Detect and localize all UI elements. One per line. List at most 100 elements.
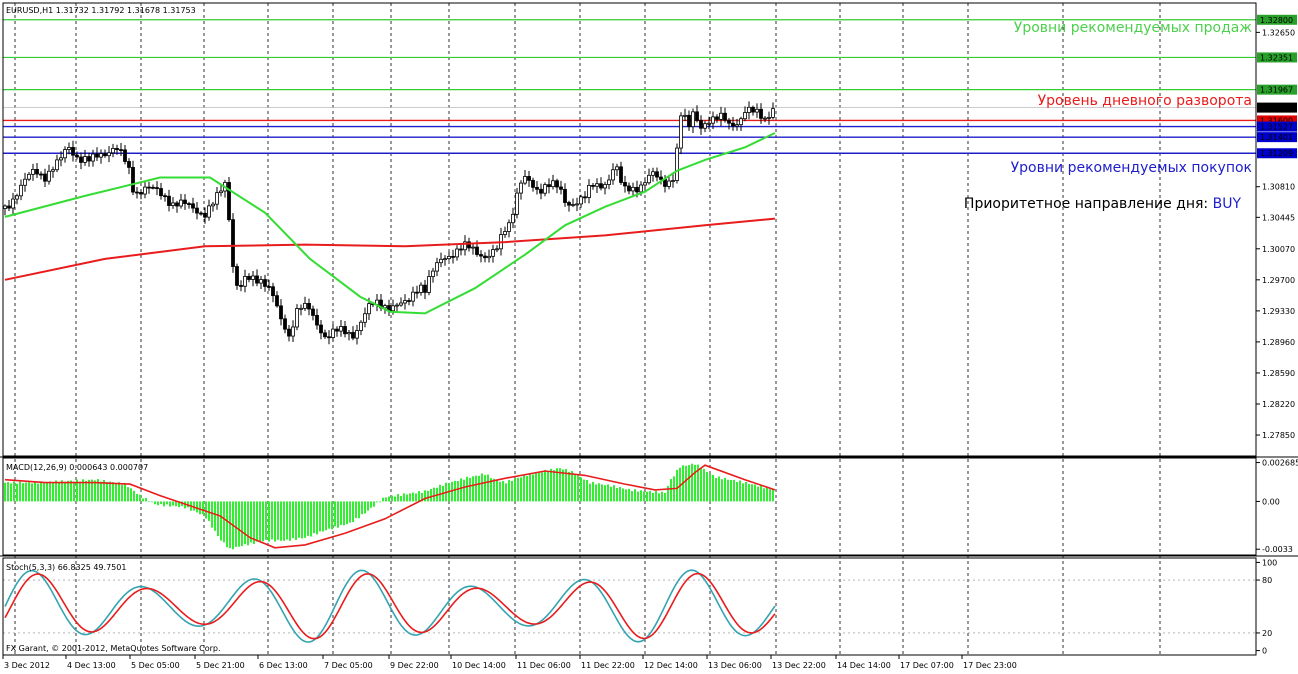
macd-histogram-bar	[610, 486, 612, 502]
macd-histogram-bar	[262, 501, 264, 542]
macd-histogram-bar	[661, 491, 663, 502]
panel-frame	[2, 2, 1257, 457]
macd-histogram-bar	[751, 484, 753, 502]
macd-histogram-bar	[76, 479, 78, 502]
candle-body	[3, 205, 7, 209]
macd-histogram-bar	[589, 483, 591, 502]
price-tick-label: 1.30445	[1262, 213, 1295, 222]
candle-body	[763, 117, 767, 120]
candle-body	[407, 300, 411, 302]
macd-histogram-bar	[229, 501, 231, 549]
price-tick-label: 1.29330	[1262, 307, 1295, 316]
macd-histogram-bar	[688, 465, 690, 502]
candle-body	[135, 191, 139, 194]
candle-body	[295, 308, 299, 328]
candle-body	[91, 153, 95, 162]
candle-body	[731, 122, 735, 127]
macd-histogram-bar	[271, 501, 273, 540]
level-tag	[1257, 115, 1297, 126]
macd-histogram-bar	[646, 491, 648, 502]
macd-histogram-bar	[559, 468, 561, 502]
candle-body	[735, 124, 739, 127]
time-tick-label: 11 Dec 22:00	[581, 661, 635, 670]
time-tick-label: 5 Dec 05:00	[131, 661, 180, 670]
macd-histogram-bar	[640, 490, 642, 502]
macd-histogram-bar	[310, 501, 312, 537]
macd-histogram-bar	[721, 479, 723, 502]
stoch-tick-label: 20	[1262, 629, 1272, 638]
candle-body	[11, 198, 15, 209]
macd-histogram-bar	[694, 464, 696, 502]
macd-histogram-bar	[505, 483, 507, 502]
macd-histogram-bar	[580, 477, 582, 502]
candle-body	[115, 148, 119, 151]
candle-body	[675, 147, 679, 181]
macd-histogram-bar	[10, 483, 12, 502]
candle-body	[771, 108, 775, 118]
macd-histogram-bar	[730, 479, 732, 502]
candle-body	[27, 173, 31, 180]
candle-body	[559, 186, 563, 190]
macd-histogram-bar	[577, 475, 579, 502]
time-tick-label: 9 Dec 22:00	[390, 661, 439, 670]
macd-histogram-bar	[91, 479, 93, 502]
candle-body	[615, 166, 619, 171]
macd-histogram-bar	[493, 478, 495, 502]
macd-histogram-bar	[733, 479, 735, 502]
macd-histogram-bar	[124, 482, 126, 502]
candle-body	[275, 295, 279, 307]
macd-histogram-bar	[553, 470, 555, 502]
macd-histogram-bar	[343, 501, 345, 526]
macd-histogram-bar	[763, 488, 765, 502]
macd-histogram-bar	[664, 493, 666, 502]
level-tag-label: 1.31600	[1260, 116, 1293, 125]
macd-histogram-bar	[484, 475, 486, 502]
macd-histogram-bar	[757, 486, 759, 502]
candle-body	[35, 169, 39, 175]
macd-histogram-bar	[649, 490, 651, 502]
macd-histogram-bar	[292, 501, 294, 539]
macd-histogram-bar	[43, 482, 45, 502]
candle-body	[463, 241, 467, 251]
macd-histogram-bar	[163, 501, 165, 507]
candle-body	[623, 182, 627, 187]
candle-body	[71, 147, 75, 156]
candle-body	[319, 324, 323, 334]
macd-histogram-bar	[625, 489, 627, 502]
macd-histogram-bar	[619, 487, 621, 502]
candle-body	[403, 300, 407, 304]
macd-histogram-bar	[415, 493, 417, 502]
candle-body	[599, 183, 603, 189]
macd-histogram-bar	[25, 482, 27, 502]
macd-histogram-bar	[451, 481, 453, 502]
candle-body	[627, 185, 631, 192]
time-tick-label: 4 Dec 13:00	[67, 661, 116, 670]
candle-body	[187, 203, 191, 205]
macd-histogram-bar	[58, 482, 60, 502]
macd-histogram-bar	[61, 480, 63, 502]
macd-histogram-bar	[214, 501, 216, 531]
macd-histogram-bar	[46, 481, 48, 502]
candle-body	[487, 255, 491, 259]
candle-body	[339, 326, 343, 332]
price-tick-label: 1.30810	[1262, 183, 1295, 192]
candle-body	[643, 182, 647, 186]
macd-histogram-bar	[604, 485, 606, 502]
macd-histogram-bar	[22, 483, 24, 502]
candle-body	[255, 275, 259, 284]
candle-body	[119, 149, 123, 152]
macd-histogram-bar	[454, 480, 456, 502]
candle-body	[515, 192, 519, 215]
macd-histogram-bar	[301, 501, 303, 539]
macd-histogram-bar	[52, 482, 54, 502]
macd-histogram-bar	[193, 501, 195, 511]
macd-histogram-bar	[571, 471, 573, 502]
candle-body	[99, 153, 103, 158]
macd-histogram-bar	[205, 501, 207, 519]
price-tick-label: 1.32650	[1262, 28, 1295, 37]
macd-histogram-bar	[253, 501, 255, 544]
time-tick-label: 14 Dec 14:00	[837, 661, 891, 670]
level-tag-label: 1.31967	[1260, 86, 1293, 95]
macd-histogram-bar	[535, 472, 537, 502]
